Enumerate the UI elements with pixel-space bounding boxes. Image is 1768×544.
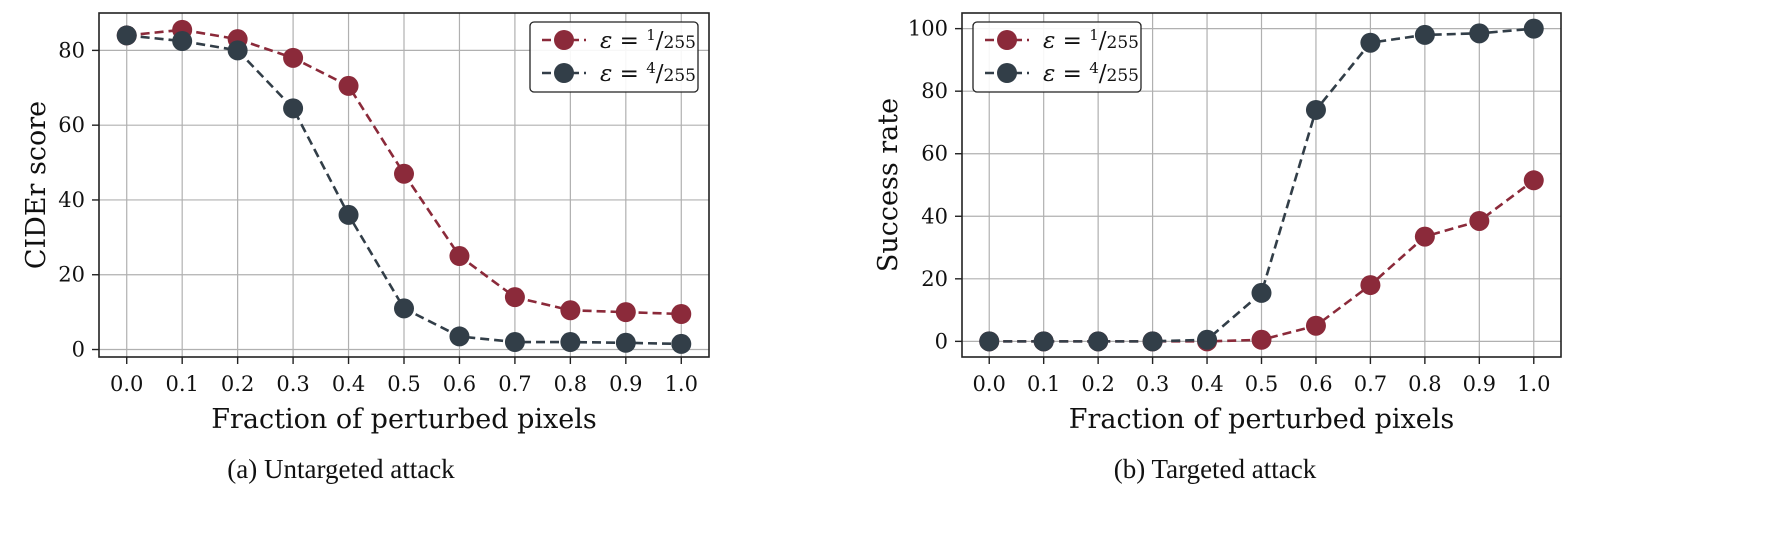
- legend-marker: [997, 30, 1017, 50]
- x-tick-label: 0.8: [554, 372, 587, 396]
- data-point: [1305, 315, 1326, 336]
- x-tick-label: 0.3: [1136, 372, 1169, 396]
- x-tick-label: 0.4: [1190, 372, 1223, 396]
- legend-marker: [554, 63, 574, 83]
- y-axis-label: Success rate: [873, 98, 904, 272]
- x-tick-label: 0.1: [1027, 372, 1060, 396]
- x-tick-label: 0.5: [1245, 372, 1278, 396]
- data-point: [283, 98, 304, 119]
- x-tick-label: 0.0: [110, 372, 143, 396]
- y-tick-label: 40: [921, 204, 948, 228]
- y-tick-label: 0: [72, 338, 85, 362]
- data-point: [1414, 24, 1435, 45]
- legend-label: ε = 1/255: [1043, 26, 1139, 54]
- data-point: [504, 287, 525, 308]
- subfigure-caption: (a) Untargeted attack: [227, 454, 455, 484]
- data-point: [172, 31, 193, 52]
- chart-targeted: 0.0 0.1 0.2 0.3 0.4 0.5 0.6 0.7 0.8 0.9 1.0 0 20 40 60…: [873, 12, 1562, 484]
- data-point: [1033, 331, 1054, 352]
- legend-label: ε = 1/255: [600, 26, 696, 54]
- subfigure-caption: (b) Targeted attack: [1114, 454, 1317, 484]
- y-tick-label: 20: [921, 267, 948, 291]
- data-point: [1088, 331, 1109, 352]
- data-point: [338, 75, 359, 96]
- series-line: [989, 27, 1534, 343]
- x-tick-label: 1.0: [665, 372, 698, 396]
- legend: ε = 1/255 ε = 4/255: [529, 21, 699, 93]
- y-tick-label: 0: [935, 329, 948, 353]
- data-point: [671, 333, 692, 354]
- y-tick-label: 60: [921, 142, 948, 166]
- data-point: [1142, 331, 1163, 352]
- legend-marker: [997, 63, 1017, 83]
- legend-label: ε = 4/255: [600, 59, 696, 87]
- data-point: [449, 326, 470, 347]
- data-point: [227, 40, 248, 61]
- data-point: [979, 331, 1000, 352]
- x-tick-label: 0.2: [1081, 372, 1114, 396]
- data-point: [1523, 170, 1544, 191]
- y-tick-label: 100: [908, 17, 948, 41]
- y-tick-label: 80: [58, 38, 85, 62]
- x-tick-label: 0.9: [1463, 372, 1496, 396]
- x-axis-label: Fraction of perturbed pixels: [211, 404, 596, 435]
- series-eps-4-255: [116, 25, 692, 354]
- legend-label: ε = 4/255: [1043, 59, 1139, 87]
- data-point: [615, 302, 636, 323]
- y-tick-label: 80: [921, 79, 948, 103]
- data-point: [504, 332, 525, 353]
- x-tick-label: 0.2: [221, 372, 254, 396]
- data-point: [1251, 329, 1272, 350]
- data-point: [1469, 23, 1490, 44]
- data-point: [449, 246, 470, 267]
- data-point: [116, 25, 137, 46]
- x-tick-label: 0.9: [609, 372, 642, 396]
- data-point: [560, 300, 581, 321]
- x-tick-label: 0.7: [498, 372, 531, 396]
- y-tick-label: 20: [58, 263, 85, 287]
- data-point: [1360, 275, 1381, 296]
- y-tick-label: 60: [58, 113, 85, 137]
- data-point: [560, 332, 581, 353]
- x-tick-label: 0.8: [1408, 372, 1441, 396]
- x-tick-label: 0.0: [973, 372, 1006, 396]
- y-axis-label: CIDEr score: [21, 101, 52, 269]
- data-point: [671, 304, 692, 324]
- chart-untargeted: 0.0 0.1 0.2 0.3 0.4 0.5 0.6 0.7 0.8 0.9 1.0 0 20 40 60…: [21, 12, 710, 484]
- data-point: [394, 298, 414, 319]
- data-point: [615, 332, 636, 353]
- data-point: [283, 47, 304, 68]
- x-tick-label: 0.1: [165, 372, 198, 396]
- data-point: [1251, 282, 1272, 303]
- data-point: [1197, 329, 1218, 350]
- data-point: [1305, 99, 1326, 120]
- data-point: [1414, 226, 1435, 247]
- series-eps-4-255: [979, 18, 1544, 352]
- data-point: [394, 163, 414, 184]
- x-tick-label: 1.0: [1517, 372, 1550, 396]
- data-point: [1523, 18, 1544, 39]
- data-point: [1469, 210, 1490, 231]
- x-tick-label: 0.6: [1299, 372, 1332, 396]
- data-point: [1360, 32, 1381, 53]
- legend-marker: [554, 30, 574, 50]
- x-tick-label: 0.6: [443, 372, 476, 396]
- legend: ε = 1/255 ε = 4/255: [972, 21, 1142, 93]
- x-tick-label: 0.3: [276, 372, 309, 396]
- x-tick-label: 0.4: [332, 372, 365, 396]
- x-tick-label: 0.5: [387, 372, 420, 396]
- data-point: [338, 204, 359, 225]
- x-tick-label: 0.7: [1354, 372, 1387, 396]
- x-axis-label: Fraction of perturbed pixels: [1069, 404, 1454, 435]
- y-tick-label: 40: [58, 188, 85, 212]
